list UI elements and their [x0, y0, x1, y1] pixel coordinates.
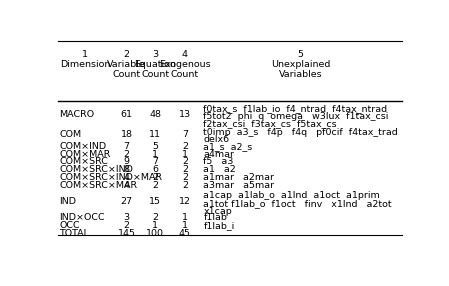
Text: 13: 13: [179, 110, 191, 119]
Text: 61: 61: [121, 110, 132, 119]
Text: f0tax_s  f1lab_io  f4_ntrad  f4tax_ntrad: f0tax_s f1lab_io f4_ntrad f4tax_ntrad: [203, 104, 387, 113]
Text: 4: 4: [123, 173, 130, 182]
Text: 2: 2: [152, 213, 158, 222]
Text: 2: 2: [123, 150, 130, 158]
Text: f5   a3: f5 a3: [203, 158, 233, 166]
Text: 7: 7: [182, 130, 188, 139]
Text: f1lab: f1lab: [203, 213, 227, 222]
Text: a1_s  a2_s: a1_s a2_s: [203, 142, 253, 151]
Text: 1: 1: [82, 50, 88, 59]
Text: 18: 18: [121, 130, 132, 139]
Text: delx6: delx6: [203, 136, 229, 144]
Text: Variable
Count: Variable Count: [107, 60, 146, 80]
Text: 1: 1: [182, 221, 188, 230]
Text: 12: 12: [179, 197, 191, 206]
Text: t0imp  a3_s   f4p   f4q   pf0cif  f4tax_trad: t0imp a3_s f4p f4q pf0cif f4tax_trad: [203, 128, 398, 136]
Text: f1lab_i: f1lab_i: [203, 221, 234, 230]
Text: 1: 1: [152, 150, 158, 158]
Text: 2: 2: [152, 181, 158, 190]
Text: 9: 9: [123, 158, 130, 166]
Text: 2: 2: [182, 165, 188, 174]
Text: 48: 48: [150, 110, 161, 119]
Text: a1cap  a1lab_o  a1lnd  a1oct  a1prim: a1cap a1lab_o a1lnd a1oct a1prim: [203, 191, 380, 200]
Text: COM×SRC×MAR: COM×SRC×MAR: [59, 181, 137, 190]
Text: a4mar: a4mar: [203, 150, 234, 158]
Text: 100: 100: [146, 229, 164, 238]
Text: 1: 1: [182, 213, 188, 222]
Text: 3: 3: [152, 50, 158, 59]
Text: Equation
Count: Equation Count: [134, 60, 176, 80]
Text: 2: 2: [182, 181, 188, 190]
Text: Dimension: Dimension: [60, 60, 110, 69]
Text: IND: IND: [59, 197, 76, 206]
Text: 1: 1: [182, 150, 188, 158]
Text: a3mar   a5mar: a3mar a5mar: [203, 181, 274, 190]
Text: 45: 45: [179, 229, 191, 238]
Text: 6: 6: [152, 165, 158, 174]
Text: 3: 3: [123, 213, 130, 222]
Text: 2: 2: [182, 158, 188, 166]
Text: 2: 2: [182, 142, 188, 151]
Text: 5: 5: [152, 142, 158, 151]
Text: 2: 2: [123, 50, 130, 59]
Text: COM×IND: COM×IND: [59, 142, 106, 151]
Text: 2: 2: [152, 173, 158, 182]
Text: f2tax_csi  f3tax_cs  f5tax_cs: f2tax_csi f3tax_cs f5tax_cs: [203, 120, 337, 129]
Text: TOTAL: TOTAL: [59, 229, 89, 238]
Text: a1   a2: a1 a2: [203, 165, 236, 174]
Text: 2: 2: [182, 173, 188, 182]
Text: 5: 5: [298, 50, 304, 59]
Text: COM×SRC: COM×SRC: [59, 158, 108, 166]
Text: 1: 1: [152, 221, 158, 230]
Text: 2: 2: [123, 221, 130, 230]
Text: MACRO: MACRO: [59, 110, 94, 119]
Text: 7: 7: [152, 158, 158, 166]
Text: IND×OCC: IND×OCC: [59, 213, 105, 222]
Text: f5tot2  phi  q  omega   w3lux  f1tax_csi: f5tot2 phi q omega w3lux f1tax_csi: [203, 112, 389, 121]
Text: Unexplained
Variables: Unexplained Variables: [271, 60, 330, 80]
Text: Exogenous
Count: Exogenous Count: [159, 60, 211, 80]
Text: x1cap: x1cap: [203, 207, 232, 216]
Text: COM×SRC×IND×MAR: COM×SRC×IND×MAR: [59, 173, 163, 182]
Text: OCC: OCC: [59, 221, 80, 230]
Text: 4: 4: [123, 181, 130, 190]
Text: 7: 7: [123, 142, 130, 151]
Text: 27: 27: [121, 197, 132, 206]
Text: COM×MAR: COM×MAR: [59, 150, 110, 158]
Text: a1mar   a2mar: a1mar a2mar: [203, 173, 274, 182]
Text: 4: 4: [182, 50, 188, 59]
Text: 145: 145: [118, 229, 136, 238]
Text: 8: 8: [123, 165, 130, 174]
Text: COM×SRC×IND: COM×SRC×IND: [59, 165, 133, 174]
Text: 11: 11: [150, 130, 161, 139]
Text: a1tot f1lab_o  f1oct   finv   x1lnd   a2tot: a1tot f1lab_o f1oct finv x1lnd a2tot: [203, 199, 392, 208]
Text: 15: 15: [150, 197, 161, 206]
Text: COM: COM: [59, 130, 81, 139]
